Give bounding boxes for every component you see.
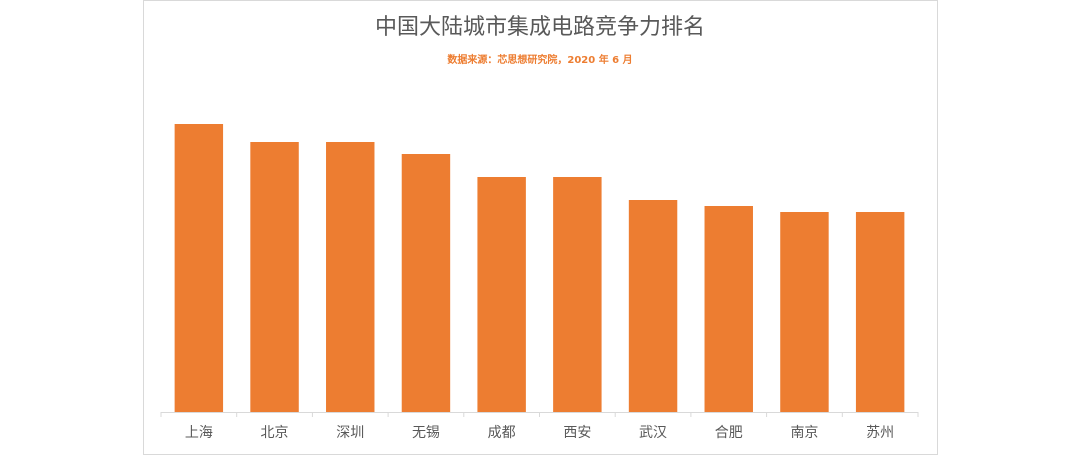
x-tick-label: 苏州 bbox=[866, 425, 894, 441]
bar bbox=[250, 142, 299, 412]
bar bbox=[326, 142, 375, 412]
x-tick-label: 上海 bbox=[185, 425, 213, 441]
bar bbox=[780, 212, 829, 412]
bar bbox=[628, 200, 678, 412]
bar bbox=[477, 177, 526, 412]
bar bbox=[174, 124, 224, 412]
x-tick-label: 西安 bbox=[563, 425, 591, 441]
bar bbox=[401, 154, 451, 412]
x-tick-label: 南京 bbox=[790, 425, 818, 441]
x-tick-label: 合肥 bbox=[715, 425, 743, 441]
chart-title: 中国大陆城市集成电路竞争力排名 bbox=[375, 15, 705, 40]
x-tick-label: 成都 bbox=[488, 425, 516, 441]
x-tick-label: 武汉 bbox=[639, 425, 667, 441]
chart-subtitle: 数据来源：芯思想研究院，2020 年 6 月 bbox=[447, 53, 632, 66]
x-tick-label: 深圳 bbox=[336, 425, 364, 441]
x-tick-label: 北京 bbox=[261, 425, 289, 441]
bar bbox=[553, 177, 602, 412]
x-tick-label: 无锡 bbox=[412, 425, 440, 441]
bar bbox=[704, 206, 753, 412]
bar bbox=[855, 212, 905, 412]
